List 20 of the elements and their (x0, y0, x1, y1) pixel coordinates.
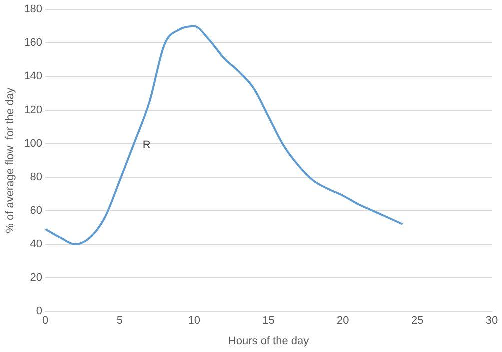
y-tick-label: 80 (30, 171, 43, 184)
x-tick-label: 20 (337, 315, 350, 328)
annotation: R (142, 140, 151, 152)
x-tick-label: 30 (486, 315, 498, 328)
y-tick-label: 40 (30, 238, 43, 251)
x-tick-label: 15 (262, 315, 275, 328)
y-tick-label: 180 (24, 4, 43, 16)
y-tick-label: 140 (24, 70, 43, 83)
y-tick-label: 60 (30, 204, 43, 217)
y-tick-label: 160 (24, 37, 43, 50)
x-tick-label: 10 (188, 315, 200, 328)
y-axis-title: % of average flow for the day (4, 87, 17, 234)
y-tick-label: 0 (36, 306, 43, 318)
y-tick-label: 100 (24, 138, 43, 150)
x-axis-title: Hours of the day (228, 335, 310, 348)
y-tick-label: 20 (30, 272, 43, 284)
y-tick-label: 120 (24, 104, 43, 116)
x-tick-label: 5 (116, 315, 124, 328)
line-series (46, 25, 404, 246)
x-tick-label: 25 (411, 315, 424, 328)
